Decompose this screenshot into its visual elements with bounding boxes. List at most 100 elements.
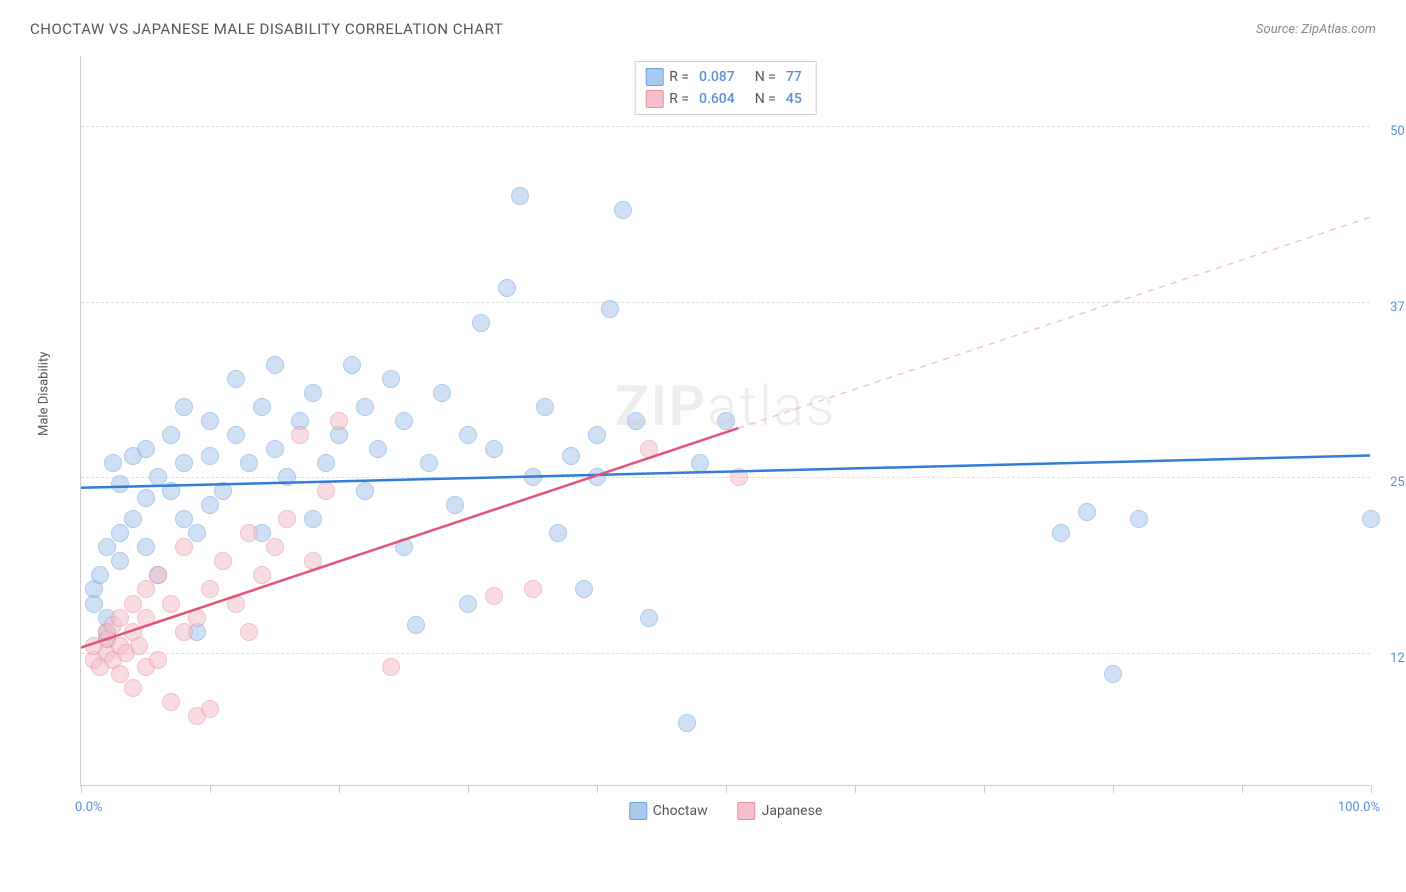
data-point — [1052, 524, 1070, 542]
data-point — [356, 482, 374, 500]
data-point — [266, 440, 284, 458]
source-attribution: Source: ZipAtlas.com — [1256, 22, 1376, 37]
data-point — [137, 489, 155, 507]
data-point — [575, 580, 593, 598]
x-tick-label: 0.0% — [75, 800, 103, 815]
n-label: N = — [755, 91, 776, 107]
data-point — [253, 566, 271, 584]
data-point — [330, 412, 348, 430]
r-value: 0.087 — [699, 69, 735, 85]
series-legend-item: Japanese — [738, 802, 823, 820]
data-point — [433, 384, 451, 402]
data-point — [227, 595, 245, 613]
data-point — [240, 623, 258, 641]
data-point — [1130, 510, 1148, 528]
data-point — [511, 187, 529, 205]
data-point — [485, 587, 503, 605]
data-point — [175, 398, 193, 416]
y-tick-label: 37.5% — [1390, 300, 1406, 315]
data-point — [201, 580, 219, 598]
data-point — [536, 398, 554, 416]
trend-line-solid — [81, 456, 1370, 488]
data-point — [266, 538, 284, 556]
data-point — [369, 440, 387, 458]
legend-swatch — [629, 802, 647, 820]
x-tick — [1113, 785, 1114, 793]
data-point — [214, 482, 232, 500]
data-point — [459, 426, 477, 444]
x-tick — [1242, 785, 1243, 793]
data-point — [395, 538, 413, 556]
data-point — [343, 356, 361, 374]
n-label: N = — [755, 69, 776, 85]
chart-title: CHOCTAW VS JAPANESE MALE DISABILITY CORR… — [30, 20, 503, 38]
data-point — [1078, 503, 1096, 521]
data-point — [1104, 665, 1122, 683]
data-point — [162, 595, 180, 613]
data-point — [627, 412, 645, 430]
data-point — [446, 496, 464, 514]
data-point — [382, 658, 400, 676]
y-tick-label: 25.0% — [1390, 475, 1406, 490]
data-point — [614, 201, 632, 219]
data-point — [601, 300, 619, 318]
data-point — [130, 637, 148, 655]
data-point — [420, 454, 438, 472]
trend-line-dashed — [738, 217, 1370, 428]
chart-container: Male Disability ZIPatlas R = 0.087 N = 7… — [40, 46, 1400, 826]
grid-line — [81, 653, 1370, 654]
x-tick — [210, 785, 211, 793]
data-point — [407, 616, 425, 634]
data-point — [124, 510, 142, 528]
data-point — [111, 524, 129, 542]
r-label: R = — [669, 91, 689, 107]
data-point — [175, 454, 193, 472]
data-point — [291, 426, 309, 444]
data-point — [240, 454, 258, 472]
data-point — [201, 447, 219, 465]
x-tick — [468, 785, 469, 793]
data-point — [201, 700, 219, 718]
x-tick — [726, 785, 727, 793]
data-point — [730, 468, 748, 486]
data-point — [227, 370, 245, 388]
grid-line — [81, 302, 1370, 303]
data-point — [162, 482, 180, 500]
stats-legend: R = 0.087 N = 77 R = 0.604 N = 45 — [634, 61, 817, 115]
data-point — [137, 580, 155, 598]
data-point — [214, 552, 232, 570]
data-point — [382, 370, 400, 388]
x-tick — [1371, 785, 1372, 793]
x-tick — [855, 785, 856, 793]
stats-legend-row: R = 0.087 N = 77 — [645, 66, 806, 88]
data-point — [395, 412, 413, 430]
data-point — [472, 314, 490, 332]
data-point — [188, 609, 206, 627]
n-value: 45 — [786, 91, 802, 107]
data-point — [498, 279, 516, 297]
data-point — [588, 468, 606, 486]
data-point — [717, 412, 735, 430]
data-point — [253, 398, 271, 416]
legend-swatch — [645, 90, 663, 108]
data-point — [137, 538, 155, 556]
series-legend-item: Choctaw — [629, 802, 708, 820]
data-point — [111, 552, 129, 570]
data-point — [162, 693, 180, 711]
data-point — [124, 679, 142, 697]
data-point — [485, 440, 503, 458]
data-point — [149, 566, 167, 584]
x-tick-label: 100.0% — [1338, 800, 1380, 815]
legend-swatch — [738, 802, 756, 820]
series-name: Japanese — [762, 803, 823, 819]
stats-legend-row: R = 0.604 N = 45 — [645, 88, 806, 110]
y-tick-label: 12.5% — [1390, 651, 1406, 666]
data-point — [201, 412, 219, 430]
data-point — [162, 426, 180, 444]
data-point — [227, 426, 245, 444]
data-point — [278, 510, 296, 528]
legend-swatch — [645, 68, 663, 86]
y-axis-title: Male Disability — [37, 352, 52, 436]
r-value: 0.604 — [699, 91, 735, 107]
grid-line — [81, 126, 1370, 127]
